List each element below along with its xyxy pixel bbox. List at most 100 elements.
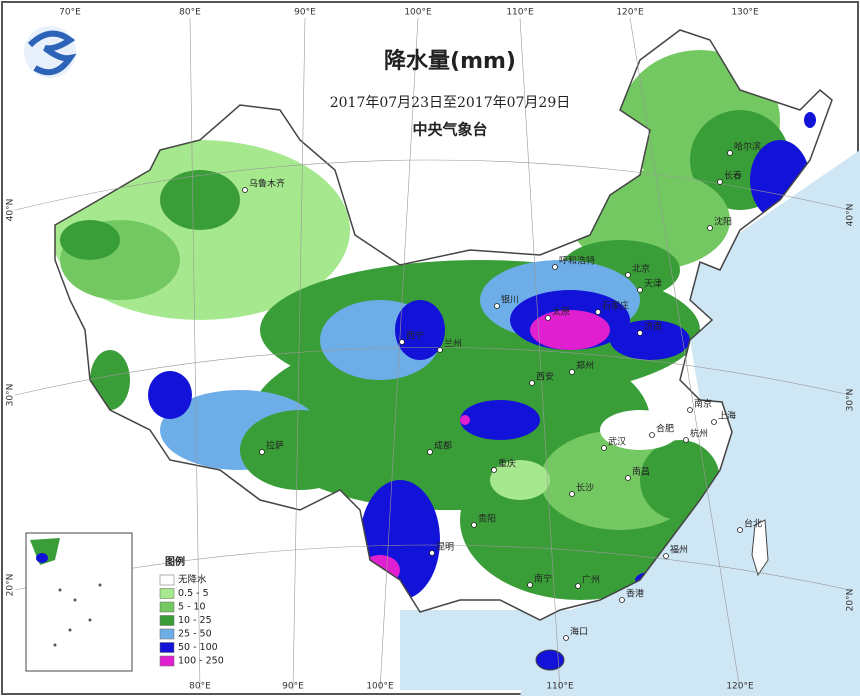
city-label: 天津 [644, 279, 662, 290]
city-label: 太原 [552, 306, 570, 318]
precip-area [60, 220, 120, 260]
legend-swatch [159, 588, 175, 599]
city-marker [637, 330, 643, 336]
legend-label: 0.5 - 5 [178, 588, 209, 599]
lon-label: 120°E [726, 682, 754, 692]
city-marker [563, 635, 569, 641]
city-marker [687, 407, 693, 413]
lat-label: 30°N [846, 389, 856, 412]
lon-label: 110°E [506, 8, 534, 18]
city-label: 石家庄 [602, 300, 629, 312]
city-marker [527, 582, 533, 588]
city-marker [663, 553, 669, 559]
legend-swatch [159, 574, 175, 586]
precip-area [160, 170, 240, 230]
precip-area [148, 371, 192, 419]
legend-label: 无降水 [178, 574, 207, 586]
city-marker [569, 369, 575, 375]
city-marker [595, 309, 601, 315]
lon-label: 100°E [404, 8, 432, 18]
city-marker [649, 432, 655, 438]
lon-label: 110°E [546, 682, 574, 692]
precip-area [395, 300, 445, 360]
precip-area [804, 112, 816, 128]
city-marker [494, 303, 500, 309]
sea-south [400, 610, 860, 690]
inset [25, 532, 133, 672]
precip-area [460, 400, 540, 440]
city-label: 拉萨 [266, 440, 284, 452]
precip-area [490, 460, 550, 500]
city-label: 福州 [670, 544, 688, 556]
lon-label: 70°E [59, 8, 81, 18]
city-label: 海口 [570, 626, 588, 638]
legend-label: 5 - 10 [178, 602, 206, 613]
city-label: 长春 [724, 170, 742, 182]
city-label: 银川 [501, 294, 519, 306]
city-label: 西宁 [406, 330, 424, 342]
city-marker [625, 475, 631, 481]
legend-swatch [159, 615, 175, 626]
city-label: 南宁 [534, 573, 552, 585]
city-marker [399, 339, 405, 345]
city-marker [529, 380, 535, 386]
city-label: 合肥 [656, 423, 674, 435]
precip-area [600, 410, 680, 450]
graticule [14, 17, 851, 691]
city-marker [491, 467, 497, 473]
legend-swatch [159, 642, 175, 653]
sea [520, 150, 860, 696]
city-marker [601, 445, 607, 451]
city-label: 兰州 [444, 338, 462, 350]
legend: 图例 无降水 0.5 - 5 5 - 10 10 - 25 25 - 50 50 - 10… [159, 555, 224, 667]
hainan [535, 649, 565, 671]
city-label: 乌鲁木齐 [249, 178, 285, 190]
city-marker [717, 179, 723, 185]
city-marker [711, 419, 717, 425]
city-label: 成都 [434, 440, 452, 452]
city-marker [737, 527, 743, 533]
lat-label: 40°N [6, 199, 16, 222]
precip-area [460, 415, 470, 425]
issuer: 中央气象台 [412, 121, 487, 139]
precip-area [300, 215, 340, 245]
city-marker [569, 491, 575, 497]
city-label: 台北 [744, 518, 762, 530]
lon-label: 120°E [616, 8, 644, 18]
city-marker [427, 449, 433, 455]
precip-area [610, 320, 690, 360]
city-marker [727, 150, 733, 156]
city-marker [242, 187, 248, 193]
city-marker [545, 315, 551, 321]
city-marker [637, 287, 643, 293]
legend-swatch [159, 628, 175, 640]
title: 降水量(mm) [384, 49, 516, 74]
city-label: 北京 [632, 263, 650, 275]
city-label: 广州 [582, 574, 600, 586]
city-marker [707, 225, 713, 231]
lat-label: 20°N [6, 574, 16, 597]
lat-label: 40°N [846, 204, 856, 227]
legend-label: 10 - 25 [178, 615, 212, 626]
lon-label: 100°E [366, 682, 394, 692]
legend-swatch [159, 601, 175, 613]
city-label: 济南 [644, 321, 662, 333]
city-label: 昆明 [436, 542, 454, 553]
city-label: 重庆 [498, 458, 516, 470]
city-marker [437, 347, 443, 353]
city-label: 武汉 [608, 436, 626, 448]
city-label: 杭州 [690, 428, 708, 440]
city-marker [471, 522, 477, 528]
lon-label: 90°E [294, 8, 316, 18]
period: 2017年07月23日至2017年07月29日 [330, 95, 571, 111]
city-marker [683, 437, 689, 443]
city-label: 上海 [718, 410, 736, 422]
logo [24, 26, 77, 78]
lon-label: 80°E [179, 8, 201, 18]
city-label: 南昌 [632, 466, 650, 478]
legend-label: 25 - 50 [178, 629, 212, 640]
lon-label: 80°E [189, 682, 211, 692]
city-marker [619, 597, 625, 603]
city-marker [552, 264, 558, 270]
